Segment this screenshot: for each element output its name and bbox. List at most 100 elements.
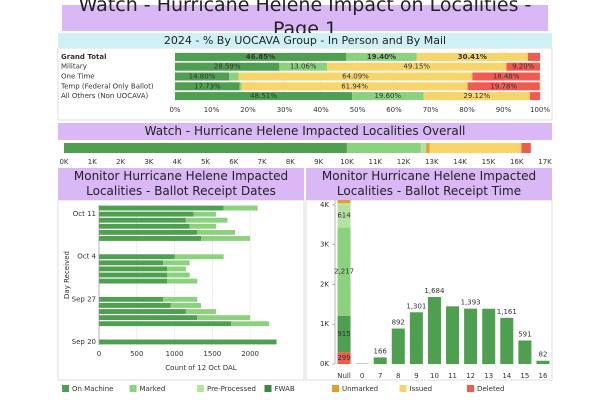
y-tick-label: 4K <box>320 201 329 209</box>
bar-segment <box>99 303 171 308</box>
category-label: 16 <box>538 372 547 380</box>
value-label: 9.20% <box>512 63 535 71</box>
x-tick-label: 1500 <box>203 350 221 358</box>
legend-label: On Machine <box>72 385 113 393</box>
y-axis-label: Day Received <box>63 251 71 299</box>
category-label: Oct 4 <box>77 253 96 261</box>
value-label: 17.73% <box>194 82 221 90</box>
bar-segment <box>506 62 540 71</box>
category-label: 11 <box>448 372 457 380</box>
bar-segment <box>426 143 430 153</box>
bar-segment <box>175 62 280 71</box>
bar-segment <box>99 217 186 223</box>
value-label: 1,301 <box>406 302 426 310</box>
category-label: 8 <box>396 372 400 380</box>
x-tick-label: 0 <box>97 350 101 358</box>
value-label: 30.41% <box>458 53 487 61</box>
bar-segment <box>99 254 175 260</box>
x-tick-label: 10% <box>204 106 220 114</box>
category-label: 15 <box>520 372 529 380</box>
bar-segment <box>99 309 186 314</box>
bar-segment <box>99 315 198 321</box>
value-label: 892 <box>392 319 405 327</box>
x-tick-label: 30% <box>277 106 293 114</box>
bar-segment <box>185 217 228 223</box>
category-label: One Time <box>61 73 95 81</box>
category-label: Military <box>61 63 87 71</box>
chart-title: 2024 - % By UOCAVA Group - In Person and… <box>58 33 552 48</box>
bar-segment <box>64 143 347 153</box>
legend-swatch <box>399 385 407 392</box>
value-label: 28.59% <box>214 63 241 71</box>
value-label: 166 <box>374 347 388 355</box>
x-tick-label: 15K <box>482 158 496 166</box>
value-label: 64.09% <box>342 73 369 81</box>
value-label: 29.12% <box>463 92 490 100</box>
legend-label: Deleted <box>477 385 504 393</box>
x-tick-label: 80% <box>459 106 475 114</box>
bar-segment <box>99 211 194 217</box>
value-label: 591 <box>518 331 531 339</box>
category-label: All Others (Non UOCAVA) <box>61 92 149 100</box>
value-label: 1,393 <box>461 299 481 307</box>
bar-segment <box>337 352 351 364</box>
x-tick-label: 10K <box>340 158 354 166</box>
x-tick-label: 40% <box>313 106 329 114</box>
bar-segment <box>420 143 427 153</box>
bar-segment <box>536 360 550 364</box>
chart-title: Watch - Hurricane Helene Impacted Locali… <box>58 123 552 140</box>
value-label: 48.51% <box>250 92 277 100</box>
x-tick-label: 2000 <box>241 350 259 358</box>
category-label: Grand Total <box>61 53 106 61</box>
legend-swatch <box>264 385 272 392</box>
bar-segment <box>99 260 164 266</box>
bar-segment <box>346 143 421 153</box>
legend-swatch <box>197 385 204 392</box>
x-tick-label: 5K <box>201 158 210 166</box>
bar-segment <box>327 62 507 71</box>
value-label: 49.15% <box>403 63 430 71</box>
chart-title: Monitor Hurricane Helene Impacted Locali… <box>306 168 552 200</box>
x-tick-label: 90% <box>496 106 512 114</box>
x-tick-label: 100% <box>530 106 550 114</box>
x-tick-label: 50% <box>350 106 366 114</box>
x-tick-label: 9K <box>314 158 323 166</box>
bar-segment <box>197 229 235 235</box>
bar-segment <box>337 315 351 353</box>
bar-segment <box>239 82 242 91</box>
category-label: 12 <box>466 372 475 380</box>
category-label: Null <box>337 372 351 380</box>
category-label: 10 <box>430 372 439 380</box>
bar-segment <box>223 205 258 211</box>
bar-segment <box>416 52 528 61</box>
bar-segment <box>529 92 540 101</box>
bar-segment <box>175 72 230 81</box>
bar-segment <box>201 236 251 241</box>
bar-segment <box>99 266 167 272</box>
bar-segment <box>429 143 522 153</box>
bar-segment <box>337 199 351 204</box>
x-tick-label: 0K <box>59 158 68 166</box>
value-label: 1,684 <box>424 287 445 295</box>
category-label: 13 <box>484 372 493 380</box>
category-label: 9 <box>414 372 418 380</box>
bar-segment <box>241 82 468 91</box>
value-label: 61.94% <box>341 82 368 90</box>
bar-segment <box>229 72 239 81</box>
legend-swatch <box>129 385 137 392</box>
bar-segment <box>99 296 164 302</box>
value-label: 19.78% <box>490 82 517 90</box>
x-axis-label: Count of 12 Oct DAL <box>165 364 237 372</box>
bar-segment <box>99 205 224 211</box>
panel <box>57 47 553 121</box>
bar-segment <box>427 297 441 364</box>
bar-segment <box>175 82 240 91</box>
bar-segment <box>346 52 417 61</box>
category-label: 0 <box>360 372 364 380</box>
x-tick-label: 500 <box>130 350 143 358</box>
value-label: 19.60% <box>374 92 401 100</box>
bar-segment <box>472 72 540 81</box>
panel <box>57 199 305 381</box>
bar-segment <box>279 62 328 71</box>
bar-segment <box>167 278 198 284</box>
